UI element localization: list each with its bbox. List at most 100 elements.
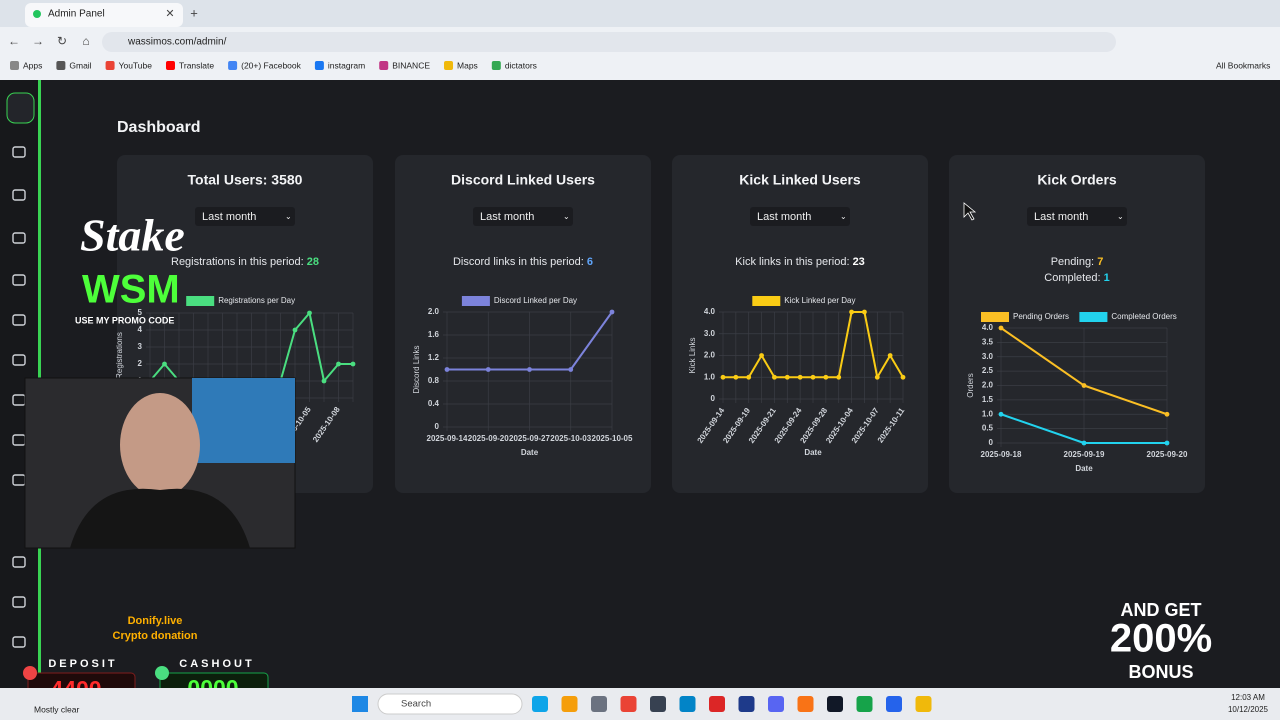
legend-swatch[interactable] (981, 312, 1009, 322)
mouse-cursor (963, 202, 977, 221)
legend-swatch[interactable] (461, 296, 490, 306)
y-tick-label: 2.0 (704, 351, 716, 360)
y-axis-title: Kick Links (688, 337, 697, 373)
bookmark[interactable]: Apps (23, 60, 42, 70)
data-point (900, 374, 906, 380)
legend-label[interactable]: Completed Orders (1111, 312, 1176, 321)
new-tab[interactable]: + (190, 5, 198, 20)
nav-button[interactable]: ↻ (57, 34, 67, 48)
sidebar-icon[interactable] (12, 146, 26, 158)
nav-button[interactable]: ⌂ (82, 34, 89, 48)
data-point (568, 367, 574, 372)
stat-label: Kick links in this period: (735, 256, 849, 268)
nav-button[interactable]: ← (8, 34, 20, 48)
data-point (1164, 411, 1170, 417)
y-tick-label: 2.0 (982, 381, 994, 390)
y-axis-title: Registrations (115, 332, 124, 379)
legend-swatch[interactable] (186, 296, 215, 306)
stat-value: 6 (587, 256, 593, 268)
nav-button[interactable]: → (32, 34, 44, 48)
period-select[interactable] (473, 207, 573, 226)
sidebar-icon[interactable] (12, 314, 26, 326)
period-select-text[interactable]: Last month (202, 211, 256, 223)
taskbar-app[interactable] (620, 696, 637, 712)
taskbar-app[interactable] (827, 696, 843, 712)
url[interactable]: wassimos.com/admin/ (127, 37, 227, 48)
stat: Completed: 1 (1044, 272, 1109, 284)
bookmark-icon (56, 61, 66, 70)
taskbar-app[interactable] (532, 696, 548, 712)
tab-title[interactable]: Admin Panel (48, 9, 105, 20)
stat: Registrations in this period: 28 (171, 256, 319, 268)
address-bar[interactable] (102, 32, 1116, 52)
period-select[interactable] (195, 207, 295, 226)
all-bookmarks[interactable]: All Bookmarks (1216, 60, 1270, 70)
promo-text: USE MY PROMO CODE (75, 315, 174, 325)
legend-swatch[interactable] (752, 296, 781, 306)
taskbar-app[interactable] (797, 696, 814, 712)
legend-label[interactable]: Kick Linked per Day (784, 296, 855, 305)
start-button[interactable] (352, 696, 368, 712)
y-tick-label: 1.0 (704, 372, 716, 381)
data-point (784, 374, 790, 380)
select-caret: ⌄ (563, 212, 570, 221)
sidebar-icon[interactable] (12, 232, 26, 244)
bookmark[interactable]: instagram (328, 60, 365, 70)
sidebar-icon[interactable] (12, 556, 26, 568)
y-tick-label: 3 (138, 342, 143, 351)
bookmark[interactable]: (20+) Facebook (241, 60, 302, 70)
tab-icon (33, 10, 41, 18)
sidebar-icon[interactable] (12, 636, 26, 648)
data-point (336, 361, 341, 367)
home-button[interactable] (6, 92, 35, 124)
y-tick-label: 0 (989, 438, 994, 447)
taskbar-app[interactable] (738, 696, 755, 712)
taskbar-app[interactable] (591, 696, 607, 712)
bookmark[interactable]: Maps (457, 60, 478, 70)
legend-label[interactable]: Pending Orders (1013, 312, 1069, 321)
taskbar-app[interactable] (709, 696, 725, 712)
legend-label[interactable]: Registrations per Day (218, 296, 295, 305)
sidebar-icon[interactable] (12, 189, 26, 201)
taskbar-app[interactable] (856, 696, 873, 712)
y-tick-label: 4.0 (982, 323, 994, 332)
card-title: Discord Linked Users (451, 172, 595, 188)
bookmark[interactable]: Translate (179, 60, 214, 70)
donify: Donify.live (128, 615, 183, 627)
taskbar-app[interactable] (561, 696, 578, 712)
period-select-text[interactable]: Last month (1034, 211, 1088, 223)
taskbar-app[interactable] (679, 696, 696, 712)
bookmark-icon (165, 61, 175, 70)
sidebar-icon[interactable] (12, 354, 26, 366)
bookmark[interactable]: Gmail (69, 60, 91, 70)
bookmark[interactable]: BINANCE (392, 60, 430, 70)
stat: Discord links in this period: 6 (453, 256, 593, 268)
tab-close[interactable]: ✕ (165, 8, 174, 20)
data-point (292, 327, 298, 333)
period-select[interactable] (1027, 207, 1127, 226)
bookmark-icon (444, 61, 454, 70)
taskbar-app[interactable] (650, 696, 666, 712)
search-placeholder[interactable]: Search (401, 699, 431, 710)
period-select[interactable] (750, 207, 850, 226)
period-select-text[interactable]: Last month (757, 211, 811, 223)
y-tick-label: 4 (138, 325, 143, 334)
legend-swatch[interactable] (1079, 312, 1108, 322)
period-select-text[interactable]: Last month (480, 211, 534, 223)
taskbar-app[interactable] (915, 696, 932, 712)
sidebar-icon[interactable] (12, 274, 26, 286)
bookmark[interactable]: dictators (505, 60, 537, 70)
search-box[interactable] (377, 693, 523, 715)
bookmark[interactable]: YouTube (119, 60, 153, 70)
sidebar-icon[interactable] (12, 596, 26, 608)
data-point (759, 353, 764, 358)
select-caret: ⌄ (1117, 212, 1124, 221)
active-tab[interactable] (25, 3, 183, 27)
taskbar-app[interactable] (886, 696, 902, 712)
y-tick-label: 1.5 (982, 395, 994, 404)
x-tick-label: 2025-09-27 (509, 434, 550, 443)
taskbar-app[interactable] (768, 696, 784, 712)
legend-label[interactable]: Discord Linked per Day (494, 296, 577, 305)
